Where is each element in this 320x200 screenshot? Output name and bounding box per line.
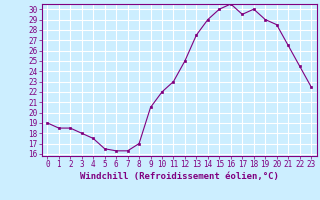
X-axis label: Windchill (Refroidissement éolien,°C): Windchill (Refroidissement éolien,°C) (80, 172, 279, 181)
